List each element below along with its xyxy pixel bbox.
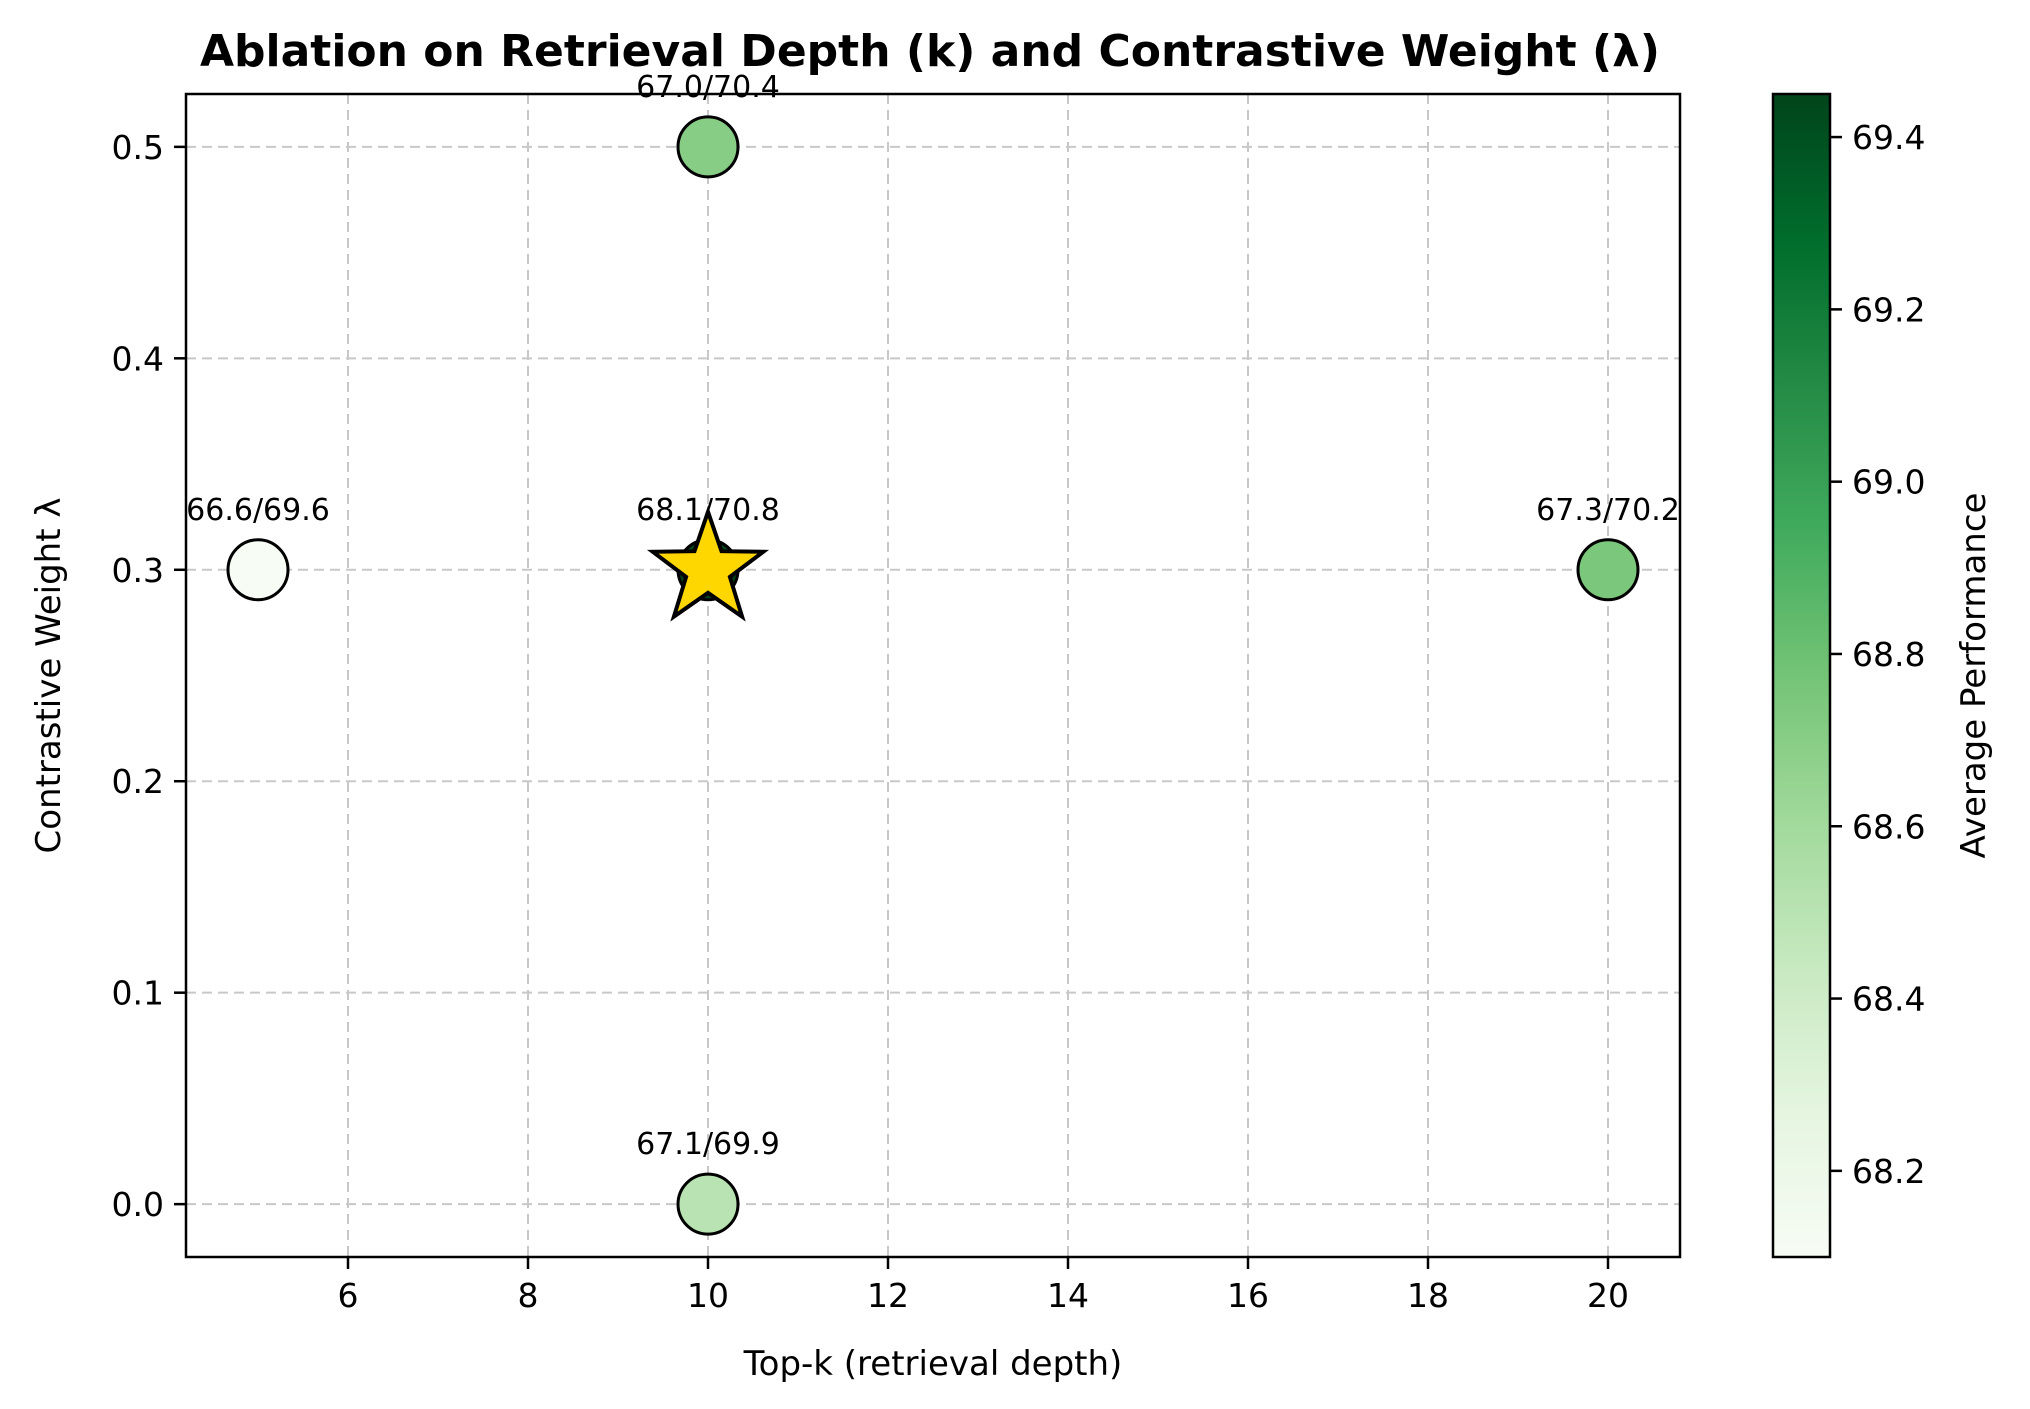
x-tick-label: 12 xyxy=(867,1276,909,1315)
grid-lines xyxy=(186,94,1680,1257)
colorbar-tick-label: 68.8 xyxy=(1852,635,1925,674)
data-label: 67.0/70.4 xyxy=(636,70,780,105)
best-config-star-marker xyxy=(646,505,770,622)
x-tick-label: 8 xyxy=(518,1276,539,1315)
y-tick-label: 0.2 xyxy=(112,762,164,801)
x-tick-label: 20 xyxy=(1587,1276,1629,1315)
y-tick-label: 0.3 xyxy=(112,551,164,590)
data-label: 68.1/70.8 xyxy=(636,493,780,528)
x-tick-label: 18 xyxy=(1407,1276,1449,1315)
colorbar-label: Average Performance xyxy=(1954,493,1994,859)
colorbar: 68.2 68.4 68.6 68.8 69.0 69.2 69.4 Average Per… xyxy=(1771,92,1994,1259)
x-tick-label: 6 xyxy=(338,1276,359,1315)
scatter-point xyxy=(676,115,740,179)
y-tick-label: 0.1 xyxy=(112,974,164,1013)
x-axis-ticks: 6 8 10 12 14 16 18 20 xyxy=(338,1257,1629,1315)
y-tick-label: 0.5 xyxy=(112,128,164,167)
data-label: 67.3/70.2 xyxy=(1536,493,1680,528)
scatter-point xyxy=(1576,538,1640,602)
colorbar-tick-label: 68.4 xyxy=(1852,980,1925,1019)
plot-frame xyxy=(184,92,1682,1259)
y-axis-label: Contrastive Weight λ xyxy=(29,498,69,854)
y-tick-label: 0.0 xyxy=(112,1185,164,1224)
colorbar-tick-label: 68.6 xyxy=(1852,807,1925,846)
x-axis-label: Top-k (retrieval depth) xyxy=(743,1344,1123,1384)
chart-title: Ablation on Retrieval Depth (k) and Cont… xyxy=(200,26,1660,77)
data-label: 66.6/69.6 xyxy=(186,493,330,528)
colorbar-tick-label: 69.0 xyxy=(1852,463,1925,502)
data-points: 66.6/69.6 67.1/69.9 68.1/70.8 67.0/70.4 67.3… xyxy=(186,70,1680,1236)
colorbar-tick-label: 69.2 xyxy=(1852,290,1925,329)
colorbar-ticks: 68.2 68.4 68.6 68.8 69.0 69.2 69.4 xyxy=(1830,118,1925,1191)
x-tick-label: 14 xyxy=(1047,1276,1089,1315)
colorbar-gradient xyxy=(1771,92,1832,1259)
x-tick-label: 16 xyxy=(1227,1276,1269,1315)
colorbar-tick-label: 68.2 xyxy=(1852,1152,1925,1191)
y-axis-ticks: 0.0 0.1 0.2 0.3 0.4 0.5 xyxy=(112,128,186,1224)
x-tick-label: 10 xyxy=(687,1276,729,1315)
colorbar-tick-label: 69.4 xyxy=(1852,118,1925,157)
scatter-point xyxy=(226,538,290,602)
y-tick-label: 0.4 xyxy=(112,339,164,378)
data-label: 67.1/69.9 xyxy=(636,1127,780,1162)
scatter-point xyxy=(676,1172,740,1236)
